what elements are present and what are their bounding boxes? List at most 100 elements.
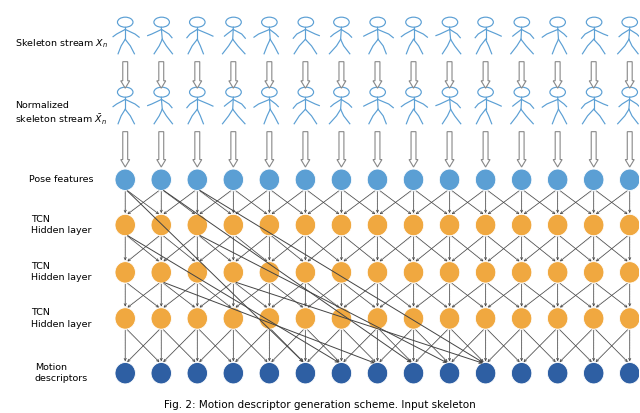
Polygon shape — [229, 132, 238, 167]
Ellipse shape — [511, 169, 532, 190]
Ellipse shape — [187, 214, 207, 236]
Text: Motion
descriptors: Motion descriptors — [35, 363, 88, 383]
Ellipse shape — [439, 308, 460, 329]
Ellipse shape — [547, 214, 568, 236]
Ellipse shape — [547, 308, 568, 329]
Polygon shape — [589, 62, 598, 88]
Ellipse shape — [511, 214, 532, 236]
Ellipse shape — [332, 262, 351, 283]
Polygon shape — [337, 132, 346, 167]
Text: Fig. 2: Motion descriptor generation scheme. Input skeleton: Fig. 2: Motion descriptor generation sch… — [164, 400, 476, 410]
Ellipse shape — [151, 363, 172, 384]
Ellipse shape — [187, 169, 207, 190]
Ellipse shape — [187, 262, 207, 283]
Ellipse shape — [223, 363, 244, 384]
Ellipse shape — [476, 363, 496, 384]
Ellipse shape — [476, 169, 496, 190]
Polygon shape — [121, 132, 130, 167]
Ellipse shape — [367, 308, 388, 329]
Polygon shape — [409, 132, 418, 167]
Ellipse shape — [620, 214, 640, 236]
Polygon shape — [193, 132, 202, 167]
Ellipse shape — [367, 363, 388, 384]
Ellipse shape — [151, 169, 172, 190]
Ellipse shape — [151, 214, 172, 236]
Ellipse shape — [223, 169, 244, 190]
Ellipse shape — [620, 363, 640, 384]
Ellipse shape — [584, 169, 604, 190]
Polygon shape — [589, 132, 598, 167]
Polygon shape — [553, 132, 562, 167]
Ellipse shape — [259, 262, 280, 283]
Text: Normalized
skeleton stream $\bar{X}_n$: Normalized skeleton stream $\bar{X}_n$ — [15, 100, 108, 127]
Ellipse shape — [547, 169, 568, 190]
Ellipse shape — [115, 169, 136, 190]
Ellipse shape — [259, 169, 280, 190]
Polygon shape — [157, 62, 166, 88]
Text: TCN
Hidden layer: TCN Hidden layer — [31, 262, 92, 282]
Ellipse shape — [620, 169, 640, 190]
Polygon shape — [553, 62, 562, 88]
Ellipse shape — [151, 262, 172, 283]
Ellipse shape — [439, 262, 460, 283]
Ellipse shape — [223, 214, 244, 236]
Ellipse shape — [620, 262, 640, 283]
Ellipse shape — [547, 363, 568, 384]
Polygon shape — [445, 62, 454, 88]
Polygon shape — [373, 132, 382, 167]
Polygon shape — [445, 132, 454, 167]
Ellipse shape — [511, 262, 532, 283]
Ellipse shape — [259, 363, 280, 384]
Ellipse shape — [151, 308, 172, 329]
Polygon shape — [517, 132, 526, 167]
Ellipse shape — [439, 363, 460, 384]
Text: TCN
Hidden layer: TCN Hidden layer — [31, 309, 92, 328]
Polygon shape — [229, 62, 238, 88]
Ellipse shape — [584, 363, 604, 384]
Polygon shape — [157, 132, 166, 167]
Ellipse shape — [476, 262, 496, 283]
Polygon shape — [517, 62, 526, 88]
Ellipse shape — [403, 262, 424, 283]
Ellipse shape — [332, 214, 351, 236]
Ellipse shape — [584, 308, 604, 329]
Ellipse shape — [367, 169, 388, 190]
Polygon shape — [265, 132, 274, 167]
Ellipse shape — [403, 363, 424, 384]
Ellipse shape — [511, 308, 532, 329]
Ellipse shape — [476, 214, 496, 236]
Ellipse shape — [367, 262, 388, 283]
Polygon shape — [409, 62, 418, 88]
Ellipse shape — [476, 308, 496, 329]
Ellipse shape — [115, 262, 136, 283]
Ellipse shape — [115, 214, 136, 236]
Ellipse shape — [295, 169, 316, 190]
Ellipse shape — [403, 169, 424, 190]
Ellipse shape — [403, 214, 424, 236]
Polygon shape — [301, 132, 310, 167]
Polygon shape — [301, 62, 310, 88]
Ellipse shape — [584, 262, 604, 283]
Ellipse shape — [295, 262, 316, 283]
Polygon shape — [625, 62, 634, 88]
Ellipse shape — [584, 214, 604, 236]
Ellipse shape — [511, 363, 532, 384]
Ellipse shape — [332, 308, 351, 329]
Polygon shape — [193, 62, 202, 88]
Ellipse shape — [439, 214, 460, 236]
Ellipse shape — [259, 214, 280, 236]
Ellipse shape — [295, 363, 316, 384]
Ellipse shape — [223, 262, 244, 283]
Ellipse shape — [187, 308, 207, 329]
Ellipse shape — [403, 308, 424, 329]
Polygon shape — [481, 132, 490, 167]
Ellipse shape — [620, 308, 640, 329]
Ellipse shape — [295, 214, 316, 236]
Polygon shape — [481, 62, 490, 88]
Ellipse shape — [115, 308, 136, 329]
Text: Pose features: Pose features — [29, 175, 93, 184]
Ellipse shape — [332, 169, 351, 190]
Ellipse shape — [295, 308, 316, 329]
Ellipse shape — [547, 262, 568, 283]
Ellipse shape — [187, 363, 207, 384]
